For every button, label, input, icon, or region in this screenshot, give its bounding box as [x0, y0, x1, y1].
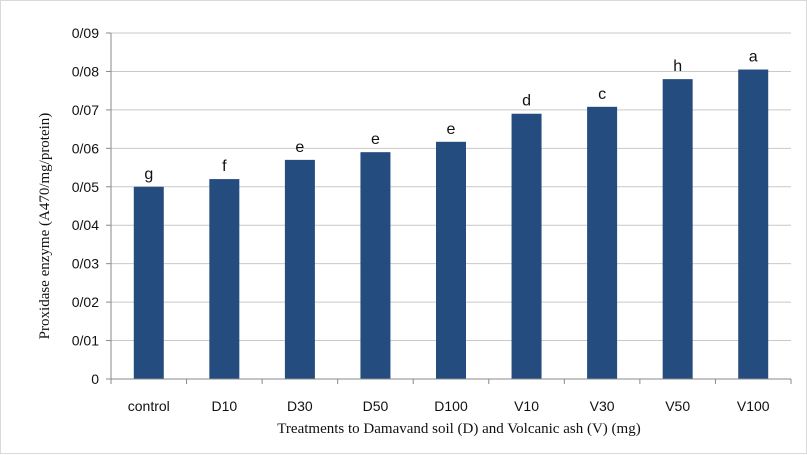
x-tick-label: D100	[434, 398, 468, 414]
y-axis-title: Proxidase enzyme (A470/mg/protein)	[37, 113, 53, 340]
y-tick-label: 0/04	[72, 217, 99, 233]
x-tick-label: D30	[287, 398, 313, 414]
x-tick-label: control	[128, 398, 170, 414]
bar-control	[133, 186, 164, 379]
y-tick-label: 0/01	[72, 333, 99, 349]
x-tick-label: D10	[211, 398, 237, 414]
bar-significance-label: d	[522, 93, 531, 110]
y-tick-label: 0	[91, 371, 99, 387]
y-tick-label: 0/05	[72, 179, 99, 195]
y-tick-label: 0/06	[72, 140, 99, 156]
bar-v10	[511, 113, 542, 379]
x-tick-label: D50	[363, 398, 389, 414]
x-tick-label: V10	[514, 398, 539, 414]
labels: 0 0/01 0/02 0/03 0/04 0/05 0/06 0/07 0/08 0/09 con…	[72, 25, 770, 414]
axes	[106, 32, 792, 384]
x-tick-label: V100	[737, 398, 770, 414]
bar-d100	[436, 141, 466, 379]
y-tick-label: 0/08	[72, 63, 99, 79]
y-tick-label: 0/09	[72, 25, 99, 41]
bar-v50	[662, 79, 693, 379]
bars	[133, 69, 769, 380]
bar-significance-label: e	[371, 131, 380, 148]
bar-significance-label: e	[295, 139, 304, 156]
bar-v30	[587, 106, 618, 380]
bar-significance-label: e	[447, 121, 456, 138]
bar-significance-label: g	[144, 166, 153, 183]
bar-significance-label: h	[673, 58, 682, 75]
bar-significance-label: a	[749, 49, 758, 66]
bar-d10	[209, 179, 240, 379]
bar-significance-label: c	[598, 86, 606, 103]
bar-d30	[284, 159, 315, 379]
x-tick-label: V30	[590, 398, 615, 414]
x-tick-label: V50	[665, 398, 690, 414]
bar-significance-label: f	[222, 158, 227, 175]
bar-d50	[360, 152, 391, 379]
y-tick-label: 0/07	[72, 102, 99, 118]
bar-v100	[738, 69, 769, 380]
y-tick-label: 0/03	[72, 256, 99, 272]
y-tick-label: 0/02	[72, 294, 99, 310]
x-axis-title: Treatments to Damavand soil (D) and Volc…	[277, 421, 640, 437]
